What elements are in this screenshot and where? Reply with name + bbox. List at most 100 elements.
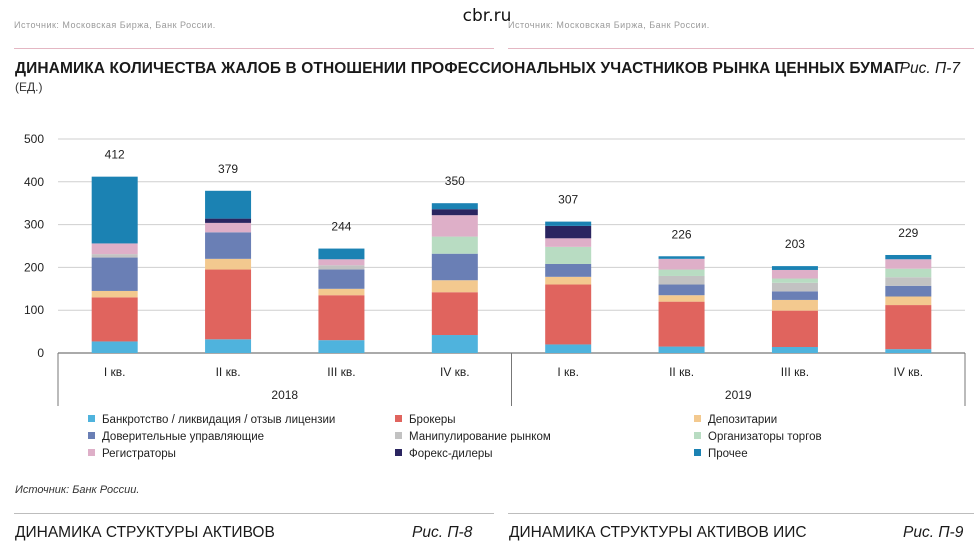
- bar-segment: [658, 346, 705, 353]
- legend-swatch: [694, 415, 701, 422]
- bar-segment: [545, 221, 592, 226]
- x-tick-label: II кв.: [216, 365, 241, 379]
- x-tick-label: IV кв.: [893, 365, 923, 379]
- bar-segment: [885, 296, 932, 306]
- bar-segment: [431, 209, 478, 216]
- bar-segment: [885, 305, 932, 350]
- bar-segment: [771, 299, 818, 311]
- bar-segment: [205, 232, 252, 259]
- x-tick-label: I кв.: [557, 365, 579, 379]
- bar-total-label: 203: [785, 237, 805, 251]
- legend-swatch: [88, 432, 95, 439]
- x-tick-label: I кв.: [104, 365, 126, 379]
- bar-segment: [91, 243, 138, 255]
- clipped-source-left: Источник: Московская Биржа, Банк России.: [14, 20, 216, 30]
- chart-title: ДИНАМИКА КОЛИЧЕСТВА ЖАЛОБ В ОТНОШЕНИИ ПР…: [15, 60, 904, 77]
- y-tick-label: 0: [37, 346, 44, 360]
- source-note: Источник: Банк России.: [15, 484, 140, 496]
- bar-segment: [545, 263, 592, 277]
- stacked-bar-chart: 0 100 200 300 400 500 412 I кв. 379 II кв. 244 III …: [24, 132, 966, 460]
- bar-segment: [91, 290, 138, 298]
- legend-entry: Брокеры: [409, 414, 456, 426]
- x-tick-label: IV кв.: [440, 365, 470, 379]
- bar-segment: [658, 269, 705, 276]
- bar-total-label: 244: [331, 220, 351, 234]
- legend-swatch: [694, 432, 701, 439]
- legend-entry: Доверительные управляющие: [102, 431, 264, 443]
- divider-top-left: [14, 48, 494, 49]
- bar-segment: [885, 349, 932, 353]
- bar-segment: [431, 292, 478, 336]
- bar-segment: [318, 248, 365, 260]
- legend-swatch: [395, 415, 402, 422]
- y-tick-label: 300: [24, 218, 44, 232]
- legend-entry: Форекс-дилеры: [409, 448, 493, 460]
- legend-swatch: [88, 449, 95, 456]
- x-tick-label: III кв.: [327, 365, 355, 379]
- bar-total-label: 307: [558, 193, 578, 207]
- bar-segment: [431, 280, 478, 293]
- y-tick-label: 400: [24, 175, 44, 189]
- bar-segment: [545, 276, 592, 285]
- bar-segment: [658, 275, 705, 285]
- legend-entry: Регистраторы: [102, 448, 176, 460]
- y-tick-label: 200: [24, 260, 44, 274]
- divider-top-right: [508, 48, 974, 49]
- divider-bottom-right: [508, 513, 974, 514]
- bar-segment: [771, 282, 818, 292]
- bar-segment: [545, 284, 592, 345]
- bar-segment: [205, 190, 252, 219]
- bar-segment: [771, 310, 818, 348]
- bar-total-label: 229: [898, 226, 918, 240]
- legend-entry: Банкротство / ликвидация / отзыв лицензи…: [102, 414, 335, 426]
- chart-unit: (ЕД.): [15, 80, 43, 94]
- bar-segment: [431, 203, 478, 210]
- bar-segment: [91, 257, 138, 291]
- bar-segment: [771, 266, 818, 270]
- bar-segment: [431, 335, 478, 353]
- bar-segment: [658, 256, 705, 259]
- bar-segment: [318, 340, 365, 353]
- legend-entry: Организаторы торгов: [708, 431, 822, 443]
- bar-segment: [91, 297, 138, 342]
- bar-segment: [91, 341, 138, 353]
- bar-segment: [431, 236, 478, 254]
- bar-segment: [205, 258, 252, 270]
- y-tick-label: 500: [24, 132, 44, 146]
- bar-segment: [318, 288, 365, 296]
- bar-segment: [318, 295, 365, 341]
- y-tick-label: 100: [24, 303, 44, 317]
- bar-segment: [545, 225, 592, 239]
- bar-segment: [771, 347, 818, 353]
- figure-label: Рис. П-7: [899, 60, 960, 77]
- legend-entry: Депозитарии: [708, 414, 777, 426]
- bar-total-label: 379: [218, 162, 238, 176]
- legend-swatch: [694, 449, 701, 456]
- legend-swatch: [88, 415, 95, 422]
- bar-segment: [885, 277, 932, 286]
- bar-segment: [205, 269, 252, 340]
- bar-segment: [885, 268, 932, 278]
- bar-segment: [318, 265, 365, 270]
- bar-segment: [91, 176, 138, 244]
- bar-segment: [205, 218, 252, 223]
- group-label: 2019: [725, 388, 752, 402]
- bar-total-label: 350: [445, 174, 465, 188]
- bar-segment: [771, 278, 818, 283]
- next-figure-title-right: ДИНАМИКА СТРУКТУРЫ АКТИВОВ ИИС: [509, 524, 807, 541]
- bar-segment: [545, 246, 592, 264]
- divider-bottom-left: [14, 513, 494, 514]
- x-tick-label: II кв.: [669, 365, 694, 379]
- group-label: 2018: [271, 388, 298, 402]
- site-domain-bar: cbr.ru: [0, 0, 974, 34]
- next-figure-label-left: Рис. П-8: [412, 524, 473, 541]
- next-figure-label-right: Рис. П-9: [903, 524, 964, 541]
- bar-segment: [658, 295, 705, 302]
- bar-segment: [318, 269, 365, 289]
- legend-entry: Манипулирование рынком: [409, 431, 551, 443]
- bar-segment: [658, 301, 705, 347]
- bar-segment: [91, 254, 138, 258]
- bar-segment: [205, 222, 252, 233]
- legend-entry: Прочее: [708, 448, 748, 460]
- bar-segment: [318, 259, 365, 266]
